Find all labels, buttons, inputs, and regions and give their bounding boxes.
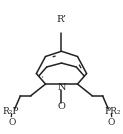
Text: R₂P: R₂P <box>2 107 19 116</box>
Text: R’: R’ <box>57 15 66 24</box>
Text: O: O <box>108 118 115 127</box>
Text: O: O <box>58 102 65 111</box>
Text: O: O <box>8 118 15 127</box>
Text: PR₂: PR₂ <box>104 107 121 116</box>
Text: N: N <box>57 83 66 92</box>
